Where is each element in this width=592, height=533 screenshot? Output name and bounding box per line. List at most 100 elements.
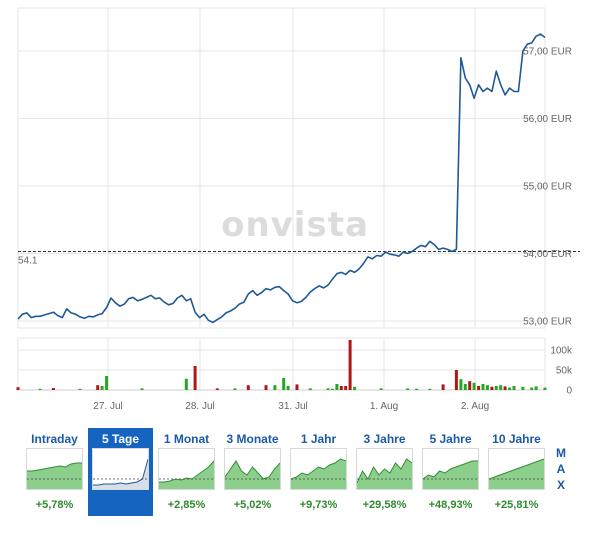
volume-bar [530,387,534,390]
volume-bar [485,385,489,390]
volume-bar [215,388,219,390]
volume-grid [17,337,546,391]
volume-bar [51,388,55,390]
period-tab[interactable]: 5 Tage [88,428,153,516]
chart-grid [17,7,546,329]
volume-bar [481,384,485,390]
volume-bar [472,382,476,390]
volume-bar [463,384,467,390]
period-label: 3 Monate [226,432,279,446]
max-letter: X [556,478,565,492]
period-change: +5,78% [35,499,74,511]
period-change: +9,73% [299,499,338,511]
period-tab[interactable]: 1 Jahr +9,73% [286,428,351,516]
volume-bar [246,385,250,390]
x-tick-label: 31. Jul [278,401,307,412]
period-tab[interactable]: Intraday +5,78% [22,428,87,516]
volume-bar [140,388,144,390]
volume-bar [477,386,481,390]
max-button[interactable]: M A X [554,445,568,493]
volume-bar [499,385,503,390]
volume-bar [459,379,463,390]
volume-bar [406,388,410,390]
volume-bar [344,386,348,390]
volume-bar [295,384,299,390]
period-tab[interactable]: 10 Jahre +25,81% [484,428,549,516]
volume-bar [490,386,494,390]
volume-bar [264,385,268,390]
price-chart: onvista 54.1 57,00 EUR 56,00 EUR 55,00 EUR… [16,7,580,412]
volume-bar [38,388,42,390]
y-tick-label: 54,00 EUR [523,249,572,260]
period-label: 1 Monat [163,432,210,446]
volume-bar [233,388,237,390]
period-selector: Intraday +5,78% 5 Tage 1 Monat +2,85% 3 Monat… [18,428,578,518]
volume-bar [441,384,445,390]
volume-bar [100,386,104,390]
volume-bar [282,378,286,390]
x-tick-label: 1. Aug [370,401,398,412]
period-sparkline [26,448,83,490]
period-sparkline [224,448,281,490]
period-change: +29,58% [362,499,407,511]
volume-bar [534,386,538,390]
volume-bar [508,387,512,390]
period-tab[interactable]: 5 Jahre +48,93% [418,428,483,516]
period-change: +48,93% [428,499,473,511]
volume-bar [454,370,458,390]
volume-bar [512,386,516,390]
volume-bars [16,340,547,390]
period-label: 5 Tage [101,432,140,446]
price-series-line [17,33,546,324]
y-tick-label: 53,00 EUR [523,317,572,328]
period-sparkline [158,448,215,490]
volume-bar [335,384,339,390]
period-sparkline [356,448,413,490]
volume-bar [193,366,197,390]
x-tick-label: 28. Jul [185,401,214,412]
volume-bar [348,340,352,390]
volume-bar [326,388,330,390]
volume-bar [415,388,419,390]
volume-bar [308,388,312,390]
brand-watermark: onvista [221,205,369,245]
volume-bar [184,378,188,390]
volume-bar [105,376,109,390]
y-axis-labels: 57,00 EUR 56,00 EUR 55,00 EUR 54,00 EUR 53,0… [523,47,572,328]
period-label: 3 Jahre [363,432,406,446]
volume-bar [428,388,432,390]
volume-bar [503,386,507,390]
period-sparkline [92,448,149,490]
period-change: +2,85% [167,499,206,511]
period-sparkline [422,448,479,490]
volume-bar [286,386,290,390]
y-tick-label: 55,00 EUR [523,182,572,193]
period-sparkline [488,448,545,490]
volume-bar [353,386,357,390]
x-tick-label: 2. Aug [461,401,489,412]
y-tick-label: 57,00 EUR [523,47,572,58]
volume-bar [468,381,472,390]
period-change: +25,81% [494,499,539,511]
max-letter: M [556,446,566,460]
reference-line: 54.1 [18,250,580,266]
max-letter: A [556,462,566,476]
volume-axis-labels: 100k 50k 0 [550,346,573,397]
volume-tick-label: 50k [556,366,573,377]
volume-tick-label: 100k [550,346,573,357]
volume-bar [78,388,82,390]
period-tab[interactable]: 1 Monat +2,85% [154,428,219,516]
period-label: Intraday [31,432,78,446]
volume-bar [339,386,343,390]
period-tab[interactable]: 3 Jahre +29,58% [352,428,417,516]
volume-bar [521,386,525,390]
reference-label: 54.1 [18,255,38,266]
period-tab[interactable]: 3 Monate +5,02% [220,428,285,516]
volume-bar [273,385,277,390]
volume-bar [330,388,334,390]
period-label: 5 Jahre [429,432,472,446]
volume-bar [379,388,383,390]
period-change: +5,02% [233,499,272,511]
period-label: 1 Jahr [300,432,337,446]
volume-bar [96,385,100,390]
